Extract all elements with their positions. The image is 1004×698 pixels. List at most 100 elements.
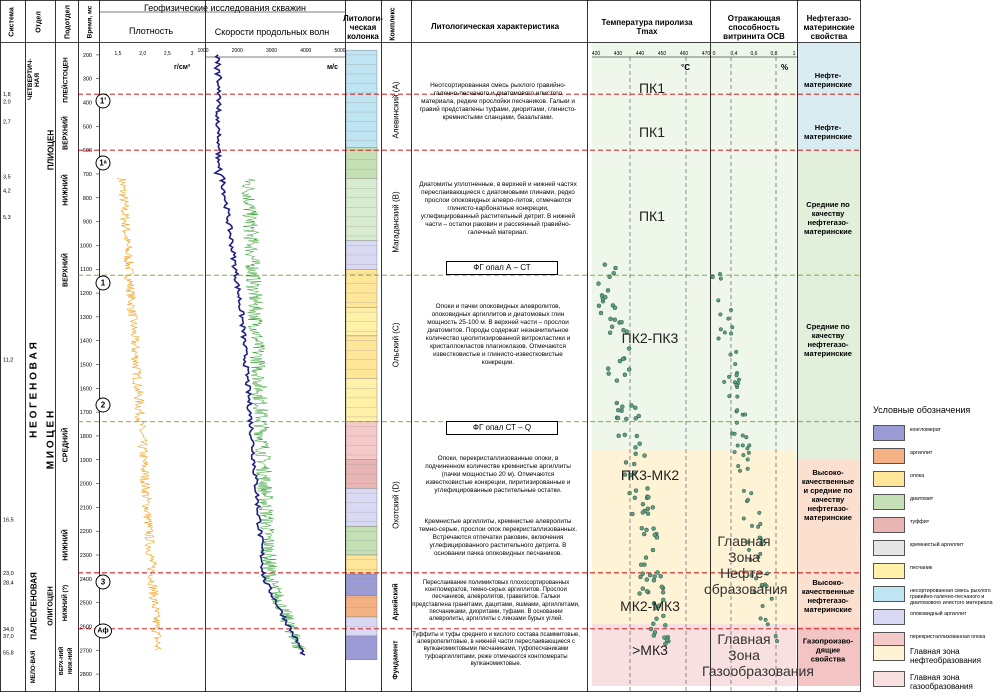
- age-label: 37,0: [3, 634, 14, 640]
- property-label: Средние по качеству нефтегазо-матерински…: [804, 200, 852, 236]
- tmax-data-point: [650, 547, 656, 553]
- tmax-tick-label: 460: [680, 51, 689, 57]
- age-label: 11,2: [3, 358, 13, 364]
- tmax-data-point: [626, 346, 632, 351]
- ro-data-point: [773, 634, 778, 639]
- ro-data-point: [746, 497, 751, 502]
- lithology-layer: [345, 147, 378, 179]
- section-pliocene: ПЛИОЦЕН: [46, 129, 56, 171]
- ro-data-point: [765, 571, 770, 576]
- complex-magadansky: Магаданский (B): [391, 191, 401, 253]
- age-label: 34,0: [3, 627, 14, 633]
- tmax-data-point: [627, 490, 632, 496]
- property-label: Высоко-качественные нефтегазо-матерински…: [801, 578, 855, 614]
- tmax-data-point: [640, 502, 646, 507]
- tmax-data-point: [623, 460, 629, 465]
- ro-data-point: [710, 275, 715, 280]
- time-tick-label: 300: [83, 77, 92, 83]
- time-tick-label: 2200: [80, 529, 92, 535]
- age-label: 55,8: [3, 651, 14, 657]
- lithology-layer: [345, 595, 378, 618]
- section-miocene: М И О Ц Е Н: [45, 410, 57, 470]
- tmax-data-point: [660, 590, 666, 595]
- tmax-data-point: [644, 577, 649, 582]
- ro-data-point: [756, 524, 761, 529]
- zone-gas-generation: Главная Зона Газообразования: [702, 631, 814, 679]
- maturity-label: МК2-МК3: [620, 598, 680, 614]
- tmax-data-point: [614, 400, 619, 406]
- tmax-data-point: [645, 506, 651, 511]
- tmax-data-point: [644, 527, 649, 533]
- tmax-data-point: [640, 586, 645, 591]
- age-label: 3,5: [3, 174, 11, 180]
- description-lower-miocene: Кремнистые аргиллиты, кремнистые алеврол…: [418, 518, 578, 557]
- lithology-layer: [345, 378, 378, 422]
- ro-data-point: [735, 443, 740, 448]
- legend-label: кремнистый аргиллит: [910, 542, 964, 548]
- tmax-data-point: [645, 486, 650, 491]
- section-oligocene: ОЛИГОЦЕН: [47, 586, 55, 626]
- ro-data-point: [726, 316, 731, 321]
- legend-swatch: [873, 425, 905, 441]
- density-tick-label: 1,5: [115, 51, 122, 57]
- tmax-data-point: [609, 324, 615, 329]
- subsection-lower-miocene: НИЖНИЙ: [62, 529, 70, 561]
- time-tick-label: 900: [83, 220, 92, 226]
- time-tick-label: 800: [83, 196, 92, 202]
- velocity-tick-label: 4000: [300, 48, 311, 54]
- ro-data-point: [757, 510, 762, 515]
- time-tick-label: 1800: [80, 434, 92, 440]
- age-label: 28,4: [3, 580, 14, 586]
- ro-tick-label: 0,4: [731, 51, 738, 57]
- ro-data-point: [744, 435, 749, 440]
- ro-data-point: [748, 557, 753, 562]
- ro-data-point: [718, 327, 723, 332]
- header-lithology-description: Литологическая характеристика: [430, 22, 560, 31]
- ro-tick-label: 0,8: [771, 51, 778, 57]
- property-label: Нефте-материнские: [804, 123, 852, 141]
- ro-data-point: [735, 408, 740, 413]
- tmax-data-point: [633, 405, 638, 410]
- ro-data-point: [758, 521, 763, 526]
- tmax-data-point: [661, 613, 666, 619]
- ro-data-point: [741, 488, 746, 493]
- tmax-data-point: [633, 445, 638, 450]
- ro-tick-label: 0,6: [751, 51, 758, 57]
- tmax-data-point: [644, 589, 650, 594]
- legend-label: диатомит: [910, 496, 934, 502]
- time-tick-label: 1300: [80, 315, 92, 321]
- legend-label: перекристаллизованная опока: [910, 634, 986, 640]
- tmax-data-point: [642, 453, 647, 458]
- ro-data-point: [757, 535, 762, 540]
- time-tick-label: 600: [83, 148, 92, 154]
- tmax-data-point: [651, 578, 657, 583]
- tmax-data-point: [639, 526, 644, 531]
- tmax-tick-label: 430: [614, 51, 623, 57]
- tmax-data-point: [603, 295, 608, 300]
- property-label: Средние по качеству нефтегазо-матерински…: [804, 322, 852, 358]
- tmax-data-point: [607, 330, 613, 335]
- tmax-data-point: [664, 637, 670, 643]
- horizon-marker: Аф: [94, 623, 112, 639]
- ro-data-point: [764, 584, 769, 589]
- ro-data-point: [716, 298, 721, 303]
- ro-data-point: [758, 551, 763, 556]
- tmax-data-point: [614, 378, 620, 383]
- tmax-data-point: [651, 621, 656, 626]
- header-subsection: Подотдел: [64, 5, 72, 39]
- maturity-label: ПК2-ПК3: [621, 330, 679, 346]
- ro-data-point: [769, 596, 774, 601]
- age-label: 5,3: [3, 215, 11, 221]
- tmax-data-point: [663, 623, 668, 628]
- legend-swatch: [873, 448, 905, 464]
- age-label: 23,0: [3, 571, 14, 577]
- legend-label: несортированная смесь рыхлого гравийно-г…: [910, 588, 993, 606]
- ro-data-point: [759, 582, 764, 587]
- complex-archean: Архейский: [392, 583, 400, 621]
- tmax-data-point: [651, 601, 657, 606]
- subsection-pleistocene: ПЛЕЙСТОЦЕН: [62, 57, 70, 103]
- zone-oil-generation: Главная Зона Нефте-образования: [704, 533, 788, 597]
- tmax-data-point: [628, 473, 633, 478]
- age-label: 4,2: [3, 189, 11, 195]
